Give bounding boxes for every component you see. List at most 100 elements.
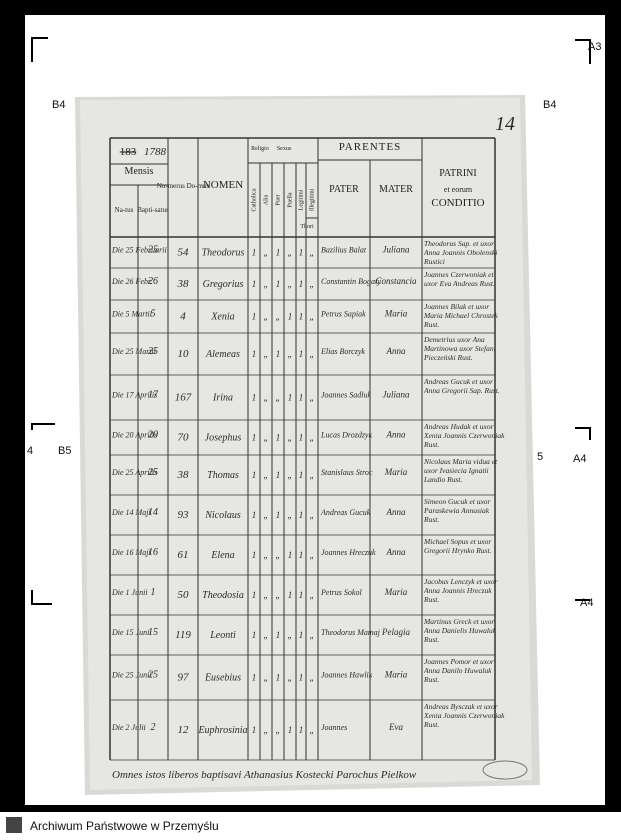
page-number: 14 (495, 113, 515, 135)
register-mark: „ (309, 393, 314, 403)
register-mark: 1 (299, 673, 304, 683)
godparents: Martinus Greck et uxor Anna Danielis Huw… (424, 617, 496, 644)
register-mark: 1 (299, 470, 304, 480)
register-mark: 1 (299, 349, 304, 359)
house-number: 54 (178, 247, 190, 259)
register-mark: „ (287, 630, 292, 640)
corner-mark: B4 (543, 99, 556, 111)
godparents-text: Joannes Bilak et uxor Maria Michael Chro… (424, 302, 498, 329)
father: Joannes Sadluk (321, 391, 371, 400)
footer-note: Omnes istos liberos baptisavi Athanasius… (112, 769, 417, 781)
register-mark: „ (309, 470, 314, 480)
register-mark: 1 (252, 630, 257, 640)
register-mark: „ (309, 349, 314, 359)
register-mark: 1 (276, 248, 281, 258)
register-mark: „ (263, 510, 268, 520)
father: Andreas Gucuk (320, 508, 371, 517)
register-mark: 1 (299, 590, 304, 600)
date-natus: Die 17 Aprilis (111, 391, 157, 400)
register-mark: „ (263, 590, 268, 600)
register-mark: 1 (252, 349, 257, 359)
date-natus: Die 25 Aprilis (111, 468, 157, 477)
register-mark: 1 (276, 433, 281, 443)
register-mark: 1 (299, 630, 304, 640)
godparents-text: Nicolaus Maria vidua et uxor Ivasiecia I… (424, 457, 498, 484)
register-mark: 1 (276, 673, 281, 683)
house-number: 119 (175, 629, 191, 641)
father: Joannes Hawlik (321, 671, 373, 680)
date-natus: Die 25 Februarii (111, 246, 167, 255)
register-mark: 1 (276, 510, 281, 520)
mother: Maria (384, 309, 408, 319)
godparents-text: Jacobus Lenczyk et uxor Anna Joannis Hre… (424, 577, 498, 604)
godparents: Jacobus Lenczyk et uxor Anna Joannis Hre… (424, 577, 498, 604)
mother: Anna (386, 547, 406, 557)
date-natus: Die 16 Maji (111, 548, 151, 557)
register-mark: „ (263, 393, 268, 403)
register-mark: „ (263, 279, 268, 289)
house-number: 10 (178, 348, 190, 360)
godparents-text: Theodorus Sap. et uxor Anna Joannis Obol… (424, 239, 498, 266)
godparents-text: Joannes Czerwoniak et uxor Eva Andreas R… (424, 270, 495, 288)
register-mark: 1 (252, 673, 257, 683)
header-text: Mensis (125, 166, 154, 177)
register-mark: 1 (299, 550, 304, 560)
corner-mark: A4 (580, 597, 593, 609)
register-mark: 1 (288, 550, 293, 560)
register-mark: 1 (276, 349, 281, 359)
register-mark: „ (263, 248, 268, 258)
corner-mark: 5 (537, 451, 543, 463)
mother: Maria (384, 670, 408, 680)
house-number: 38 (177, 469, 190, 481)
child-name: Alemeas (205, 349, 240, 360)
child-name: Euphrosinia (197, 725, 247, 736)
register-mark: 1 (252, 433, 257, 443)
child-name: Gregorius (203, 279, 244, 290)
godparents: Joannes Pomor et uxor Anna Danilo Huwalu… (424, 657, 494, 684)
date-baptisatus: 20 (148, 430, 158, 441)
godparents-text: Demetrius uxor Ana Martinowa uxor Stefan… (424, 335, 496, 362)
register-mark: 1 (299, 312, 304, 322)
date-baptisatus: 17 (148, 390, 159, 401)
header-text: Sexus (277, 146, 292, 152)
date-natus: Die 1 Junii (111, 588, 148, 597)
header-text: PATER (329, 184, 359, 195)
house-number: 97 (178, 672, 190, 684)
register-mark: „ (263, 550, 268, 560)
godparents-text: Andreas Gucuk et uxor Anna Gregorii Sap.… (424, 377, 500, 395)
godparents-text: Andreas Hudak et uxor Xenia Joannis Czer… (424, 422, 505, 449)
child-name: Theodosia (202, 590, 244, 601)
header-text: Bapti-satus (137, 206, 169, 214)
father: Elias Borczyk (320, 347, 365, 356)
header-text: Legitimi (298, 189, 304, 210)
register-mark: „ (275, 590, 280, 600)
date-natus: Die 14 Maji (111, 508, 151, 517)
father: Petrus Sokol (320, 588, 362, 597)
header-text: MATER (379, 184, 413, 195)
register-mark: 1 (288, 590, 293, 600)
register-mark: „ (287, 248, 292, 258)
register-mark: 1 (299, 279, 304, 289)
child-name: Nicolaus (204, 510, 241, 521)
register-mark: „ (275, 312, 280, 322)
register-mark: „ (263, 470, 268, 480)
date-baptisatus: 1 (151, 587, 156, 598)
mother: Anna (386, 346, 406, 356)
header-text: Puella (287, 192, 293, 207)
header-text: Na-tus (115, 206, 134, 214)
register-mark: „ (287, 510, 292, 520)
child-name: Theodorus (202, 248, 245, 259)
register-mark: „ (275, 550, 280, 560)
mother: Eva (388, 722, 403, 732)
register-mark: „ (263, 630, 268, 640)
header-text: PARENTES (339, 141, 402, 153)
header-text: Nu-merus Do-mus (157, 182, 210, 190)
header-text: 183 (120, 146, 137, 158)
header-text: et eorum (444, 185, 473, 194)
header-text: PATRINI (439, 168, 476, 179)
house-number: 12 (178, 724, 190, 736)
mother: Juliana (383, 245, 410, 255)
register-mark: „ (309, 433, 314, 443)
date-natus: Die 2 Julii (111, 723, 146, 732)
